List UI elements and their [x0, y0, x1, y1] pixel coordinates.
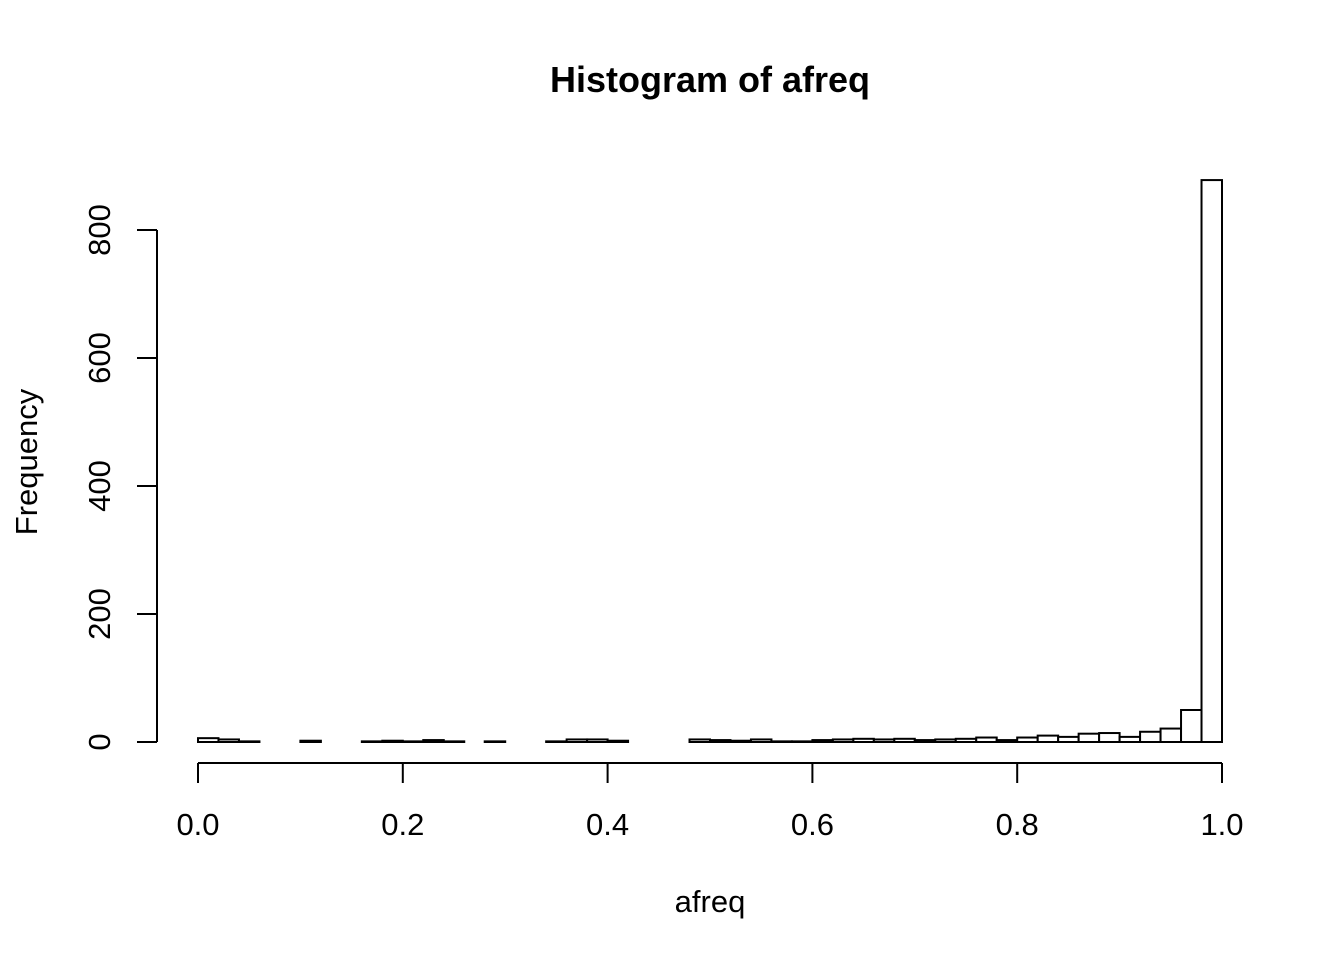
histogram-bar	[1036, 734, 1060, 743]
histogram-bars	[197, 179, 1224, 744]
histogram-bar	[872, 738, 896, 744]
histogram-bar	[852, 737, 875, 743]
histogram-bar	[729, 739, 752, 743]
histogram-bar	[954, 737, 978, 743]
y-tick-label: 800	[82, 204, 117, 256]
histogram-bar	[1057, 735, 1080, 744]
histogram-bar	[442, 740, 466, 743]
y-tick-label: 600	[82, 332, 117, 384]
histogram-bar	[1200, 179, 1224, 743]
histogram-bar	[197, 737, 220, 743]
histogram-bar	[401, 740, 425, 743]
histogram-bar	[1139, 730, 1162, 744]
histogram-bar	[790, 740, 814, 743]
histogram-bar	[770, 740, 793, 743]
y-tick-label: 200	[82, 588, 117, 640]
histogram-bar	[811, 739, 834, 744]
histogram-bar	[586, 738, 609, 744]
histogram-bar	[422, 739, 445, 744]
histogram-bar	[381, 739, 404, 743]
x-tick-label: 0.6	[791, 807, 834, 842]
x-axis: 0.0 0.2 0.4 0.6 0.8 1.0	[176, 762, 1244, 842]
histogram-bar	[545, 740, 568, 743]
y-tick-label: 0	[82, 733, 117, 750]
x-tick-label: 0.2	[381, 807, 424, 842]
histogram-bar	[360, 740, 384, 743]
y-axis-label: Frequency	[9, 388, 44, 535]
histogram-bar	[975, 736, 998, 744]
histogram-bar	[1098, 732, 1121, 743]
histogram-bar	[606, 739, 630, 743]
histogram-bar	[1118, 735, 1142, 744]
histogram-bar	[934, 738, 957, 744]
histogram-bar	[913, 739, 937, 744]
histogram-bar	[483, 740, 507, 743]
x-tick-label: 0.4	[586, 807, 629, 842]
y-axis: 0 200 400 600 800	[82, 204, 158, 751]
histogram-bar	[1016, 736, 1039, 744]
x-tick-label: 0.8	[996, 807, 1039, 842]
x-tick-label: 0.0	[176, 807, 219, 842]
histogram-bar	[237, 740, 261, 743]
histogram-bar	[831, 738, 855, 744]
x-tick-label: 1.0	[1200, 807, 1243, 842]
x-axis-label: afreq	[675, 884, 746, 919]
histogram-bar	[995, 739, 1019, 744]
histogram-bar	[688, 738, 712, 744]
histogram-bar	[299, 739, 322, 743]
histogram-bar	[565, 738, 589, 744]
histogram-bar	[217, 738, 240, 744]
histogram-bar	[749, 738, 773, 744]
chart-title: Histogram of afreq	[550, 59, 870, 100]
histogram-bar	[709, 739, 732, 744]
histogram-bar	[1077, 732, 1101, 743]
histogram-bar	[1180, 709, 1203, 743]
y-tick-label: 400	[82, 460, 117, 512]
histogram-bar	[893, 737, 916, 743]
histogram-bar	[1159, 727, 1183, 743]
